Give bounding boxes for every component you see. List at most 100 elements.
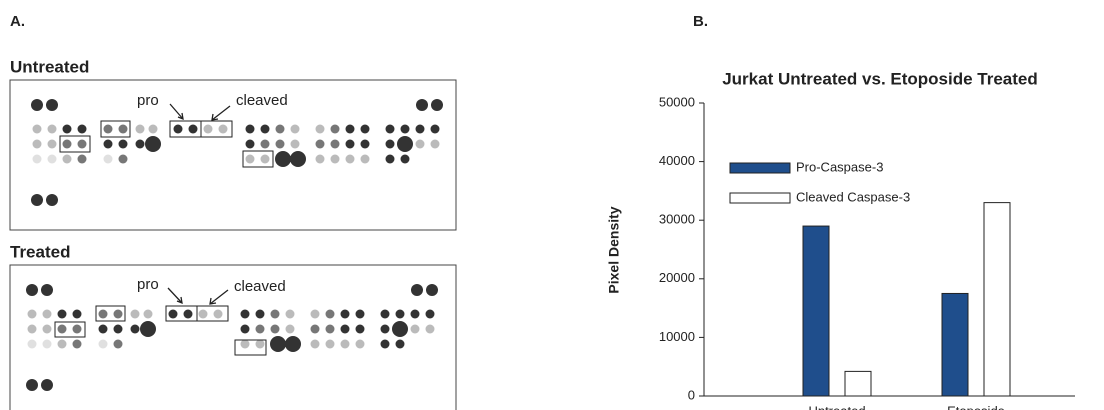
dot [98, 324, 108, 334]
dot [425, 309, 435, 319]
dot [310, 309, 320, 319]
dot [98, 339, 108, 349]
legend-swatch [729, 192, 791, 204]
dot [385, 139, 395, 149]
dot [130, 309, 140, 319]
dot [275, 139, 285, 149]
dot [103, 154, 113, 164]
dot [285, 336, 301, 352]
dot [103, 139, 113, 149]
arrows [167, 103, 231, 305]
dot [135, 124, 145, 134]
dot [380, 309, 390, 319]
dot [113, 309, 123, 319]
dot [315, 124, 325, 134]
dot [32, 124, 42, 134]
dot [77, 154, 87, 164]
dot [380, 324, 390, 334]
dot [42, 324, 52, 334]
dot [325, 324, 335, 334]
dot [72, 339, 82, 349]
dot [47, 154, 57, 164]
dot [345, 124, 355, 134]
dot [285, 324, 295, 334]
y-tick-label: 30000 [659, 212, 695, 227]
dot [385, 124, 395, 134]
blot-dots [26, 99, 443, 391]
dot [310, 324, 320, 334]
dot [255, 324, 265, 334]
y-tick-label: 0 [688, 387, 695, 402]
dot [355, 309, 365, 319]
dot [360, 154, 370, 164]
annotation: cleaved [236, 92, 288, 109]
dot [173, 124, 183, 134]
dot [411, 284, 423, 296]
dot [98, 309, 108, 319]
dot [188, 124, 198, 134]
dot [41, 284, 53, 296]
dot [27, 309, 37, 319]
dot [345, 139, 355, 149]
panel-label: A. [10, 13, 25, 30]
dot [270, 336, 286, 352]
dot [415, 124, 425, 134]
dot [325, 339, 335, 349]
dot [340, 309, 350, 319]
dot [315, 154, 325, 164]
dot [416, 99, 428, 111]
dot [113, 324, 123, 334]
dot [355, 339, 365, 349]
dot [330, 139, 340, 149]
chart-title: Jurkat Untreated vs. Etoposide Treated [722, 69, 1038, 88]
dot [290, 124, 300, 134]
dot [148, 124, 158, 134]
dot [198, 309, 208, 319]
dot [140, 321, 156, 337]
dot [345, 154, 355, 164]
dot [430, 124, 440, 134]
dot [392, 321, 408, 337]
y-tick-label: 20000 [659, 270, 695, 285]
y-tick-label: 10000 [659, 329, 695, 344]
dot [400, 154, 410, 164]
dot [380, 339, 390, 349]
dot [275, 124, 285, 134]
dot [431, 99, 443, 111]
blot-title: Treated [10, 242, 70, 261]
annotation: pro [137, 92, 159, 109]
dot [42, 309, 52, 319]
dot [168, 309, 178, 319]
x-tick-label: Etoposide [947, 403, 1005, 410]
dot [203, 124, 213, 134]
dot [255, 309, 265, 319]
dot [27, 339, 37, 349]
dot [260, 124, 270, 134]
dot [340, 339, 350, 349]
dot [145, 136, 161, 152]
dot [397, 136, 413, 152]
legend-label: Pro-Caspase-3 [796, 159, 883, 174]
dot [270, 324, 280, 334]
dot [72, 309, 82, 319]
dot [275, 151, 291, 167]
dot [32, 139, 42, 149]
bar [844, 370, 872, 397]
dot [425, 324, 435, 334]
dot [240, 309, 250, 319]
dot [325, 309, 335, 319]
annotation: cleaved [234, 278, 286, 295]
dot [315, 139, 325, 149]
dot [330, 154, 340, 164]
dot [26, 379, 38, 391]
blot-title: Untreated [10, 57, 89, 76]
y-axis-label: Pixel Density [606, 206, 622, 293]
annotation: pro [137, 276, 159, 293]
dot [395, 339, 405, 349]
dot [245, 124, 255, 134]
panel-label: B. [693, 13, 708, 30]
dot [395, 309, 405, 319]
dot [72, 324, 82, 334]
dot [218, 124, 228, 134]
